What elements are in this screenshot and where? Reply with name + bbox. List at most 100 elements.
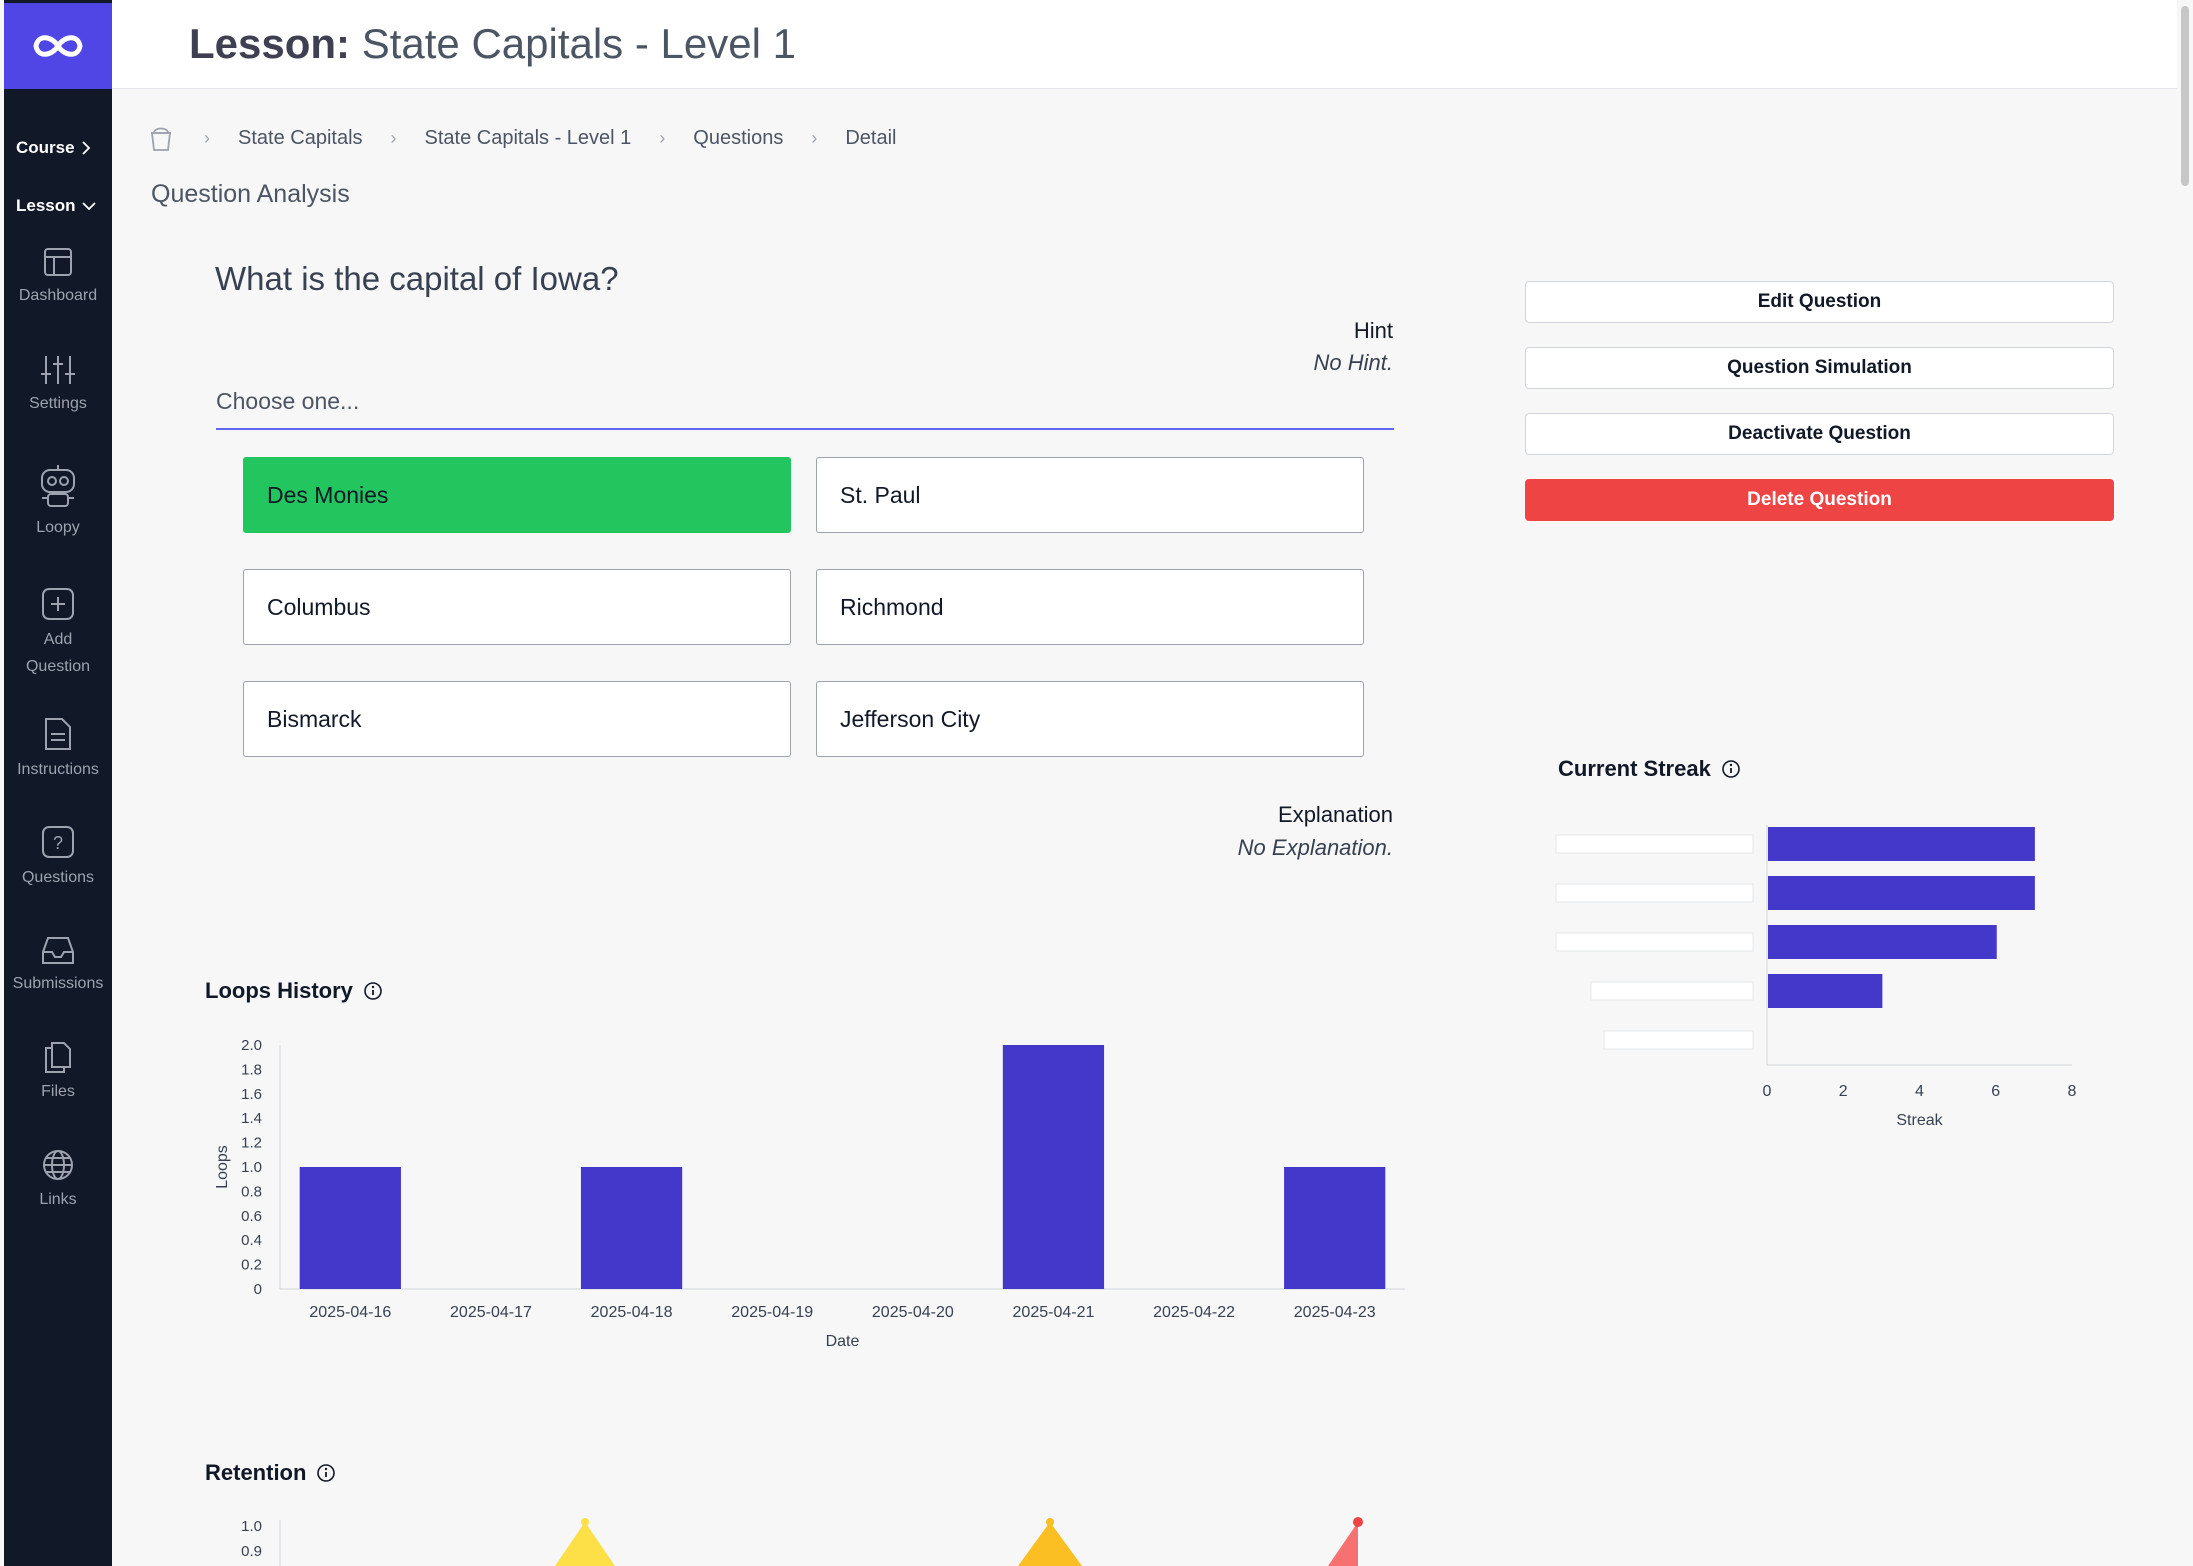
y-tick-label: 1.2 bbox=[241, 1135, 262, 1152]
retention-point bbox=[1353, 1517, 1363, 1527]
retention-area bbox=[1328, 1522, 1358, 1566]
sidebar-item-files[interactable]: Files bbox=[4, 1040, 112, 1105]
bar bbox=[580, 1167, 683, 1289]
info-icon[interactable] bbox=[316, 1463, 336, 1483]
breadcrumb-item-course[interactable]: State Capitals bbox=[238, 126, 363, 149]
choice-option[interactable]: Bismarck bbox=[243, 681, 791, 757]
lesson-toggle[interactable]: Lesson bbox=[16, 196, 96, 216]
sidebar-item-links[interactable]: Links bbox=[4, 1148, 112, 1213]
y-tick-label: 1.4 bbox=[241, 1110, 262, 1127]
sidebar-item-instructions[interactable]: Instructions bbox=[4, 716, 112, 783]
y-tick-label: 0 bbox=[254, 1281, 262, 1298]
files-icon bbox=[45, 1042, 71, 1073]
sidebar-item-dashboard[interactable]: Dashboard bbox=[4, 246, 112, 309]
section-title: Question Analysis bbox=[151, 180, 350, 208]
hint-label: Hint bbox=[1353, 318, 1393, 343]
sidebar-item-label: Links bbox=[39, 1191, 77, 1208]
y-label-placeholder bbox=[1603, 1030, 1754, 1050]
sidebar-item-label-line1: Add bbox=[43, 631, 73, 648]
breadcrumb-item-lesson[interactable]: State Capitals - Level 1 bbox=[424, 126, 632, 149]
sidebar-item-questions[interactable]: ? Questions bbox=[4, 824, 112, 891]
edit-question-button[interactable]: Edit Question bbox=[1525, 281, 2114, 323]
svg-text:?: ? bbox=[53, 833, 63, 853]
infinity-logo-icon bbox=[33, 35, 83, 57]
x-tick-label: 8 bbox=[2068, 1083, 2077, 1100]
choice-option[interactable]: Columbus bbox=[243, 569, 791, 645]
chevron-right-icon: › bbox=[659, 127, 666, 148]
sidebar-item-add-question[interactable]: Add Question bbox=[4, 586, 112, 680]
retention-chart: 1.00.9 bbox=[241, 1517, 1363, 1566]
sidebar-item-settings[interactable]: Settings bbox=[4, 354, 112, 417]
y-tick-label: 0.8 bbox=[241, 1183, 262, 1200]
y-tick-label: 0.2 bbox=[241, 1257, 262, 1274]
choice-option[interactable]: St. Paul bbox=[816, 457, 1364, 533]
top-bar: Lesson: State Capitals - Level 1 bbox=[112, 0, 2177, 89]
current-streak-chart: 0 2 4 6 8 Streak bbox=[1555, 825, 2077, 1129]
sidebar-item-label: Instructions bbox=[17, 761, 99, 778]
delete-question-button[interactable]: Delete Question bbox=[1525, 479, 2114, 521]
page-title: Lesson: State Capitals - Level 1 bbox=[189, 20, 796, 68]
current-streak-title: Current Streak bbox=[1558, 756, 1741, 782]
choose-one-field: Choose one... bbox=[216, 388, 1394, 430]
x-tick-label: 0 bbox=[1763, 1083, 1772, 1100]
x-tick-label: 6 bbox=[1991, 1083, 2000, 1100]
info-icon[interactable] bbox=[1721, 759, 1741, 779]
loops-history-title-text: Loops History bbox=[205, 978, 353, 1003]
breadcrumb-item-questions[interactable]: Questions bbox=[693, 126, 784, 149]
y-tick-label: 0.9 bbox=[241, 1543, 262, 1560]
hint-text: No Hint. bbox=[1313, 350, 1393, 375]
sidebar-item-loopy[interactable]: Loopy bbox=[4, 464, 112, 541]
globe-icon bbox=[43, 1150, 73, 1180]
bar bbox=[1768, 974, 1883, 1008]
sidebar-item-label: Questions bbox=[21, 869, 95, 886]
question-square-icon: ? bbox=[42, 826, 74, 858]
home-icon[interactable] bbox=[146, 123, 176, 153]
sliders-icon bbox=[41, 356, 75, 384]
sidebar-item-submissions[interactable]: Submissions bbox=[4, 934, 112, 997]
y-tick-label: 0.6 bbox=[241, 1208, 262, 1225]
scrollbar-track[interactable] bbox=[2177, 0, 2193, 1566]
chevron-right-icon: › bbox=[811, 127, 818, 148]
loops-history-title: Loops History bbox=[205, 978, 383, 1004]
question-simulation-button[interactable]: Question Simulation bbox=[1525, 347, 2114, 389]
retention-area bbox=[1018, 1522, 1082, 1566]
choice-option[interactable]: Jefferson City bbox=[816, 681, 1364, 757]
x-tick-label: 2025-04-17 bbox=[450, 1304, 532, 1321]
sidebar-item-label: Settings bbox=[29, 395, 87, 412]
layout-icon bbox=[44, 248, 72, 276]
x-tick-label: 2025-04-18 bbox=[591, 1304, 673, 1321]
sidebar-item-label-line2: Question bbox=[25, 658, 91, 675]
y-tick-label: 2.0 bbox=[241, 1037, 262, 1054]
scrollbar-thumb[interactable] bbox=[2181, 6, 2189, 186]
chevron-right-icon: › bbox=[204, 127, 210, 148]
loops-history-chart: 0 0.2 0.4 0.6 0.8 1.0 1.2 1.4 1.6 1.8 2.0 2025-04-1… bbox=[214, 1037, 1405, 1350]
choice-option[interactable]: Richmond bbox=[816, 569, 1364, 645]
bar bbox=[1768, 827, 2035, 861]
robot-icon bbox=[41, 465, 75, 507]
x-tick-label: 2025-04-20 bbox=[872, 1304, 954, 1321]
question-text: What is the capital of Iowa? bbox=[215, 260, 619, 297]
x-axis-label: Date bbox=[826, 1333, 860, 1350]
y-tick-label: 1.0 bbox=[241, 1159, 262, 1176]
bar bbox=[1768, 876, 2035, 910]
choice-option[interactable]: Des Monies bbox=[243, 457, 791, 533]
breadcrumb-item-detail: Detail bbox=[845, 126, 897, 149]
explanation-text: No Explanation. bbox=[1237, 835, 1393, 860]
x-tick-label: 2 bbox=[1839, 1083, 1848, 1100]
retention-point bbox=[581, 1518, 589, 1526]
x-tick-label: 2025-04-22 bbox=[1153, 1304, 1235, 1321]
sidebar-item-label: Files bbox=[41, 1083, 75, 1100]
bar bbox=[299, 1167, 401, 1289]
current-streak-title-text: Current Streak bbox=[1558, 756, 1711, 781]
info-icon[interactable] bbox=[363, 981, 383, 1001]
x-tick-label: 4 bbox=[1915, 1083, 1924, 1100]
x-tick-label: 2025-04-19 bbox=[731, 1304, 813, 1321]
course-toggle[interactable]: Course bbox=[16, 138, 91, 158]
bar bbox=[1002, 1045, 1105, 1289]
sidebar-item-label: Loopy bbox=[36, 519, 80, 536]
course-toggle-label: Course bbox=[16, 138, 75, 157]
app-logo[interactable] bbox=[4, 3, 112, 89]
retention-title: Retention bbox=[205, 1460, 336, 1486]
sidebar: Course Lesson Dashboard Settings Loopy A… bbox=[4, 0, 112, 1566]
deactivate-question-button[interactable]: Deactivate Question bbox=[1525, 413, 2114, 455]
